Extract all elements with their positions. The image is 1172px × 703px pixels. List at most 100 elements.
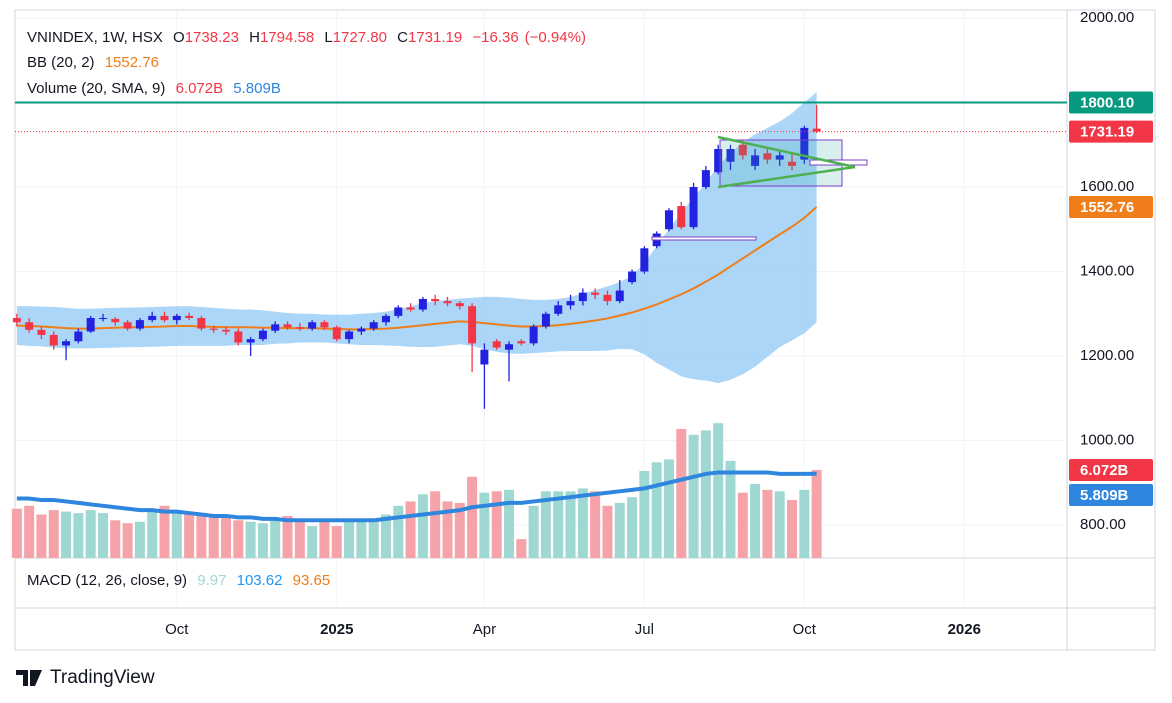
ohlc-key: L	[324, 29, 333, 46]
candle-body	[751, 155, 760, 166]
candle-body	[591, 292, 600, 295]
candle-body	[135, 320, 144, 329]
candle-body	[197, 318, 206, 329]
ohlc-value: 1738.23	[184, 29, 239, 46]
candle-body	[714, 149, 723, 173]
candle-body	[492, 341, 501, 348]
volume-bar	[565, 491, 576, 558]
candle-body	[529, 326, 538, 344]
volume-bar	[24, 505, 35, 558]
hline-label-box	[1069, 91, 1153, 114]
volume-bar	[61, 511, 72, 558]
candle-body	[628, 271, 637, 283]
candle-body	[726, 149, 735, 162]
macd-value: 93.65	[292, 572, 331, 589]
volume-bar	[97, 513, 108, 558]
volume-sma-line	[16, 470, 817, 523]
candle-body	[12, 318, 21, 323]
volume-bar	[737, 492, 748, 558]
candle-body	[332, 327, 341, 340]
y-tick-label: 800.00	[1080, 516, 1126, 533]
logo: TradingView	[16, 667, 155, 688]
candle-body	[246, 339, 255, 343]
volume-bar	[405, 501, 416, 558]
volume-bar	[380, 514, 391, 558]
candle-body	[357, 328, 366, 332]
volume-value: 6.072B	[175, 80, 224, 97]
macd-value: 9.97	[197, 572, 227, 589]
candle-body	[123, 322, 132, 329]
macd-title: MACD (12, 26, close, 9)	[27, 572, 188, 589]
candle-body	[640, 248, 649, 272]
bb-title: BB (20, 2)	[27, 54, 95, 71]
volume-bar	[430, 491, 441, 558]
candle-body	[74, 331, 83, 342]
bollinger-band	[16, 91, 817, 384]
volume-bar	[750, 484, 761, 558]
candle-body	[431, 298, 440, 302]
candle-body	[98, 318, 107, 320]
bb-label-box	[1069, 195, 1153, 218]
candle-body	[148, 315, 157, 321]
y-tick-label: 1400.00	[1080, 263, 1134, 280]
candle-body	[37, 329, 46, 335]
candle-body	[381, 315, 390, 323]
volume-bar	[799, 489, 810, 558]
legend-volume: Volume (20, SMA, 9) 6.072B 5.809B	[27, 80, 287, 97]
volume-bar	[344, 521, 355, 558]
volume-bar	[467, 476, 478, 558]
volume-bar	[294, 521, 305, 558]
candle-body	[394, 307, 403, 316]
volume-bar	[245, 521, 256, 558]
volume-bar	[774, 491, 785, 558]
volume-label: 6.072B	[1080, 462, 1129, 479]
y-tick-label: 1600.00	[1080, 178, 1134, 195]
x-tick-label: 2025	[320, 621, 353, 638]
volume-bar	[479, 492, 490, 558]
candle-body	[295, 327, 304, 329]
volume-bar	[147, 511, 158, 558]
ohlc-key: H	[249, 29, 260, 46]
volume-bar	[36, 514, 47, 558]
volume-bar	[282, 515, 293, 558]
candle-body	[812, 128, 821, 132]
candle-body	[308, 322, 317, 329]
legend-main: VNINDEX, 1W, HSX O1738.23 H1794.58 L1727…	[27, 29, 592, 46]
volume-bar	[331, 526, 342, 558]
candle-body	[209, 328, 218, 330]
candle-body	[234, 331, 243, 343]
change: −16.36	[472, 29, 519, 46]
candle-body	[86, 318, 95, 332]
candle-body	[320, 322, 329, 328]
volume-bar	[356, 520, 367, 558]
y-tick-label: 2000.00	[1080, 9, 1134, 26]
volume-bar	[811, 469, 822, 558]
volume-bar	[319, 518, 330, 558]
volume-bar	[651, 462, 662, 558]
candle-body	[738, 144, 747, 156]
candle-body	[271, 324, 280, 331]
volume-bar	[639, 471, 650, 558]
candle-body	[615, 290, 624, 302]
volume-bar	[85, 510, 96, 558]
x-tick-label: Oct	[165, 621, 189, 638]
candle-body	[701, 170, 710, 188]
volume-bar	[553, 491, 564, 558]
volume-bar	[73, 513, 84, 558]
y-tick-label: 1200.00	[1080, 347, 1134, 364]
volume-bar	[171, 511, 182, 558]
volume-bar	[134, 521, 145, 558]
volume-bar	[159, 505, 170, 558]
volume-bar	[208, 517, 219, 558]
x-tick-label: Jul	[635, 621, 654, 638]
volume-bar	[442, 501, 453, 558]
candle-body	[541, 313, 550, 327]
ohlc-key: O	[173, 29, 185, 46]
candle-body	[455, 303, 464, 307]
volume-bar	[602, 505, 613, 558]
volume-bar	[516, 539, 527, 558]
candle-body	[185, 315, 194, 319]
candle-body	[258, 330, 267, 340]
candle-body	[800, 127, 809, 160]
